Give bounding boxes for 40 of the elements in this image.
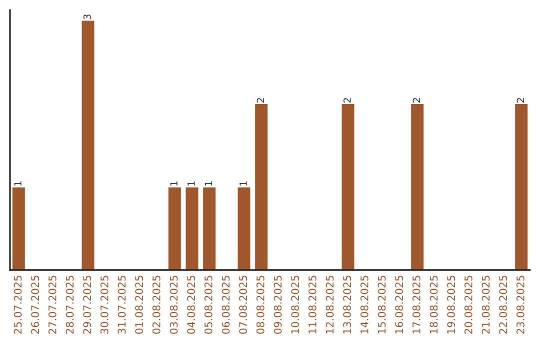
x-tick-label: 29.07.2025 (83, 276, 92, 334)
x-tick-label: 11.08.2025 (308, 276, 316, 334)
x-tick-label: 04.08.2025 (187, 276, 196, 334)
data-label: 1 (240, 181, 247, 186)
data-label: 1 (14, 181, 22, 186)
x-tick-label: 01.08.2025 (135, 276, 144, 334)
x-tick-label: 03.08.2025 (170, 276, 178, 334)
x-tick-label: 18.08.2025 (430, 276, 438, 334)
x-tick-label: 14.08.2025 (360, 276, 368, 334)
x-tick-label: 05.08.2025 (204, 276, 212, 334)
x-tick-label: 06.08.2025 (222, 276, 230, 334)
x-tick-label: 20.08.2025 (464, 276, 472, 334)
x-tick-label: 08.08.2025 (256, 276, 264, 334)
x-tick-label: 02.08.2025 (152, 276, 160, 334)
x-tick-label: 21.08.2025 (482, 276, 490, 334)
x-tick-label: 23.08.2025 (516, 276, 524, 334)
data-label: 1 (170, 181, 178, 186)
x-tick-label: 16.08.2025 (395, 276, 404, 334)
data-label: 1 (204, 181, 212, 186)
x-tick-label: 13.08.2025 (343, 276, 352, 334)
x-tick-label: 31.07.2025 (118, 276, 126, 334)
x-tick-label: 15.08.2025 (378, 276, 386, 334)
data-label: 3 (83, 14, 91, 20)
x-tick-label: 28.07.2025 (66, 276, 74, 334)
x-tick-label: 19.08.2025 (447, 276, 456, 334)
data-label: 1 (188, 181, 195, 186)
data-label: 2 (412, 98, 420, 103)
x-tick-label: 10.08.2025 (291, 276, 300, 334)
x-tick-label: 22.08.2025 (499, 276, 508, 334)
x-tick-label: 09.08.2025 (274, 276, 282, 334)
x-tick-label: 25.07.2025 (14, 276, 22, 334)
x-tick-label: 12.08.2025 (326, 276, 334, 334)
x-tick-label: 27.07.2025 (48, 276, 56, 334)
x-tick-label: 17.08.2025 (412, 276, 420, 334)
data-label: 2 (256, 98, 264, 103)
x-tick-label: 30.07.2025 (100, 276, 108, 334)
x-tick-label: 26.07.2025 (31, 276, 40, 334)
data-label: 2 (343, 98, 351, 103)
data-label: 2 (516, 98, 524, 103)
x-tick-label: 07.08.2025 (239, 276, 248, 334)
